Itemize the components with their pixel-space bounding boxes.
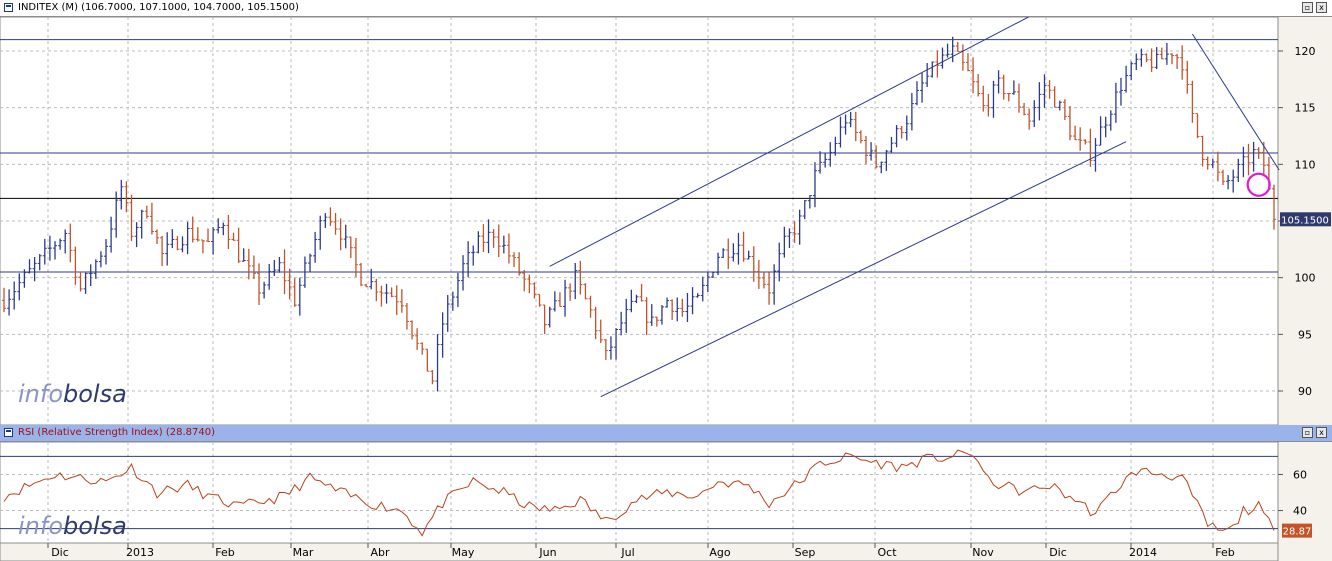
price-chart: 9095100105110115120 105.1500 infobolsa bbox=[0, 17, 1332, 425]
rsi-tick-label: 60 bbox=[1293, 468, 1307, 481]
rsi-plot-area bbox=[0, 442, 1278, 543]
watermark-bolsa: bolsa bbox=[63, 380, 127, 408]
price-tick-label: 110 bbox=[1295, 158, 1316, 171]
last-price-label: 105.1500 bbox=[1281, 215, 1329, 226]
watermark-info: info bbox=[18, 380, 63, 408]
x-tick-label: Oct bbox=[877, 546, 897, 559]
restore-window-icon[interactable]: ▫ bbox=[1302, 2, 1313, 13]
x-tick-label: Jul bbox=[620, 546, 634, 559]
price-tick-label: 120 bbox=[1295, 45, 1316, 58]
restore-window-icon[interactable]: ▫ bbox=[1302, 427, 1313, 438]
x-tick-label: 2013 bbox=[126, 546, 154, 559]
price-watermark: infobolsa bbox=[18, 380, 127, 408]
x-tick-label: 2014 bbox=[1129, 546, 1157, 559]
price-tick-label: 90 bbox=[1298, 385, 1312, 398]
price-panel-titlebar[interactable]: INDITEX (M) (106.7000, 107.1000, 104.700… bbox=[0, 0, 1332, 17]
last-rsi-label: 28.87 bbox=[1283, 527, 1312, 538]
x-tick-label: Dic bbox=[51, 546, 69, 559]
x-tick-label: Feb bbox=[215, 546, 234, 559]
close-window-icon[interactable]: x bbox=[1316, 2, 1327, 13]
x-tick-label: Jun bbox=[538, 546, 556, 559]
watermark-bolsa: bolsa bbox=[63, 512, 127, 540]
price-tick-label: 100 bbox=[1295, 272, 1316, 285]
x-tick-label: Abr bbox=[370, 546, 390, 559]
x-tick-label: Nov bbox=[972, 546, 994, 559]
x-tick-label: Sep bbox=[795, 546, 816, 559]
close-window-icon[interactable]: x bbox=[1316, 427, 1327, 438]
rsi-panel: RSI (Relative Strength Index) (28.8740) … bbox=[0, 425, 1332, 543]
rsi-tick-label: 40 bbox=[1293, 505, 1307, 518]
x-tick-label: May bbox=[452, 546, 475, 559]
price-tick-label: 95 bbox=[1298, 328, 1312, 341]
x-tick-label: Mar bbox=[293, 546, 314, 559]
watermark-info: info bbox=[18, 512, 63, 540]
panel-window-icon bbox=[4, 428, 13, 437]
x-axis: Dic 2013 Feb Mar Abr May Jun Jul Ago Sep Oct Nov Dic… bbox=[0, 543, 1332, 561]
x-tick-label: Dic bbox=[1049, 546, 1067, 559]
price-tick-label: 115 bbox=[1295, 102, 1316, 115]
panel-window-icon bbox=[4, 3, 13, 12]
rsi-chart: 40 60 28.87 infobolsa bbox=[0, 442, 1332, 543]
x-tick-label: Feb bbox=[1215, 546, 1234, 559]
x-tick-label: Ago bbox=[709, 546, 731, 559]
rsi-panel-title: RSI (Relative Strength Index) (28.8740) bbox=[18, 425, 215, 441]
price-panel-title: INDITEX (M) (106.7000, 107.1000, 104.700… bbox=[18, 0, 299, 16]
rsi-watermark: infobolsa bbox=[18, 512, 127, 540]
rsi-panel-titlebar[interactable]: RSI (Relative Strength Index) (28.8740) … bbox=[0, 425, 1332, 442]
price-panel: INDITEX (M) (106.7000, 107.1000, 104.700… bbox=[0, 0, 1332, 425]
